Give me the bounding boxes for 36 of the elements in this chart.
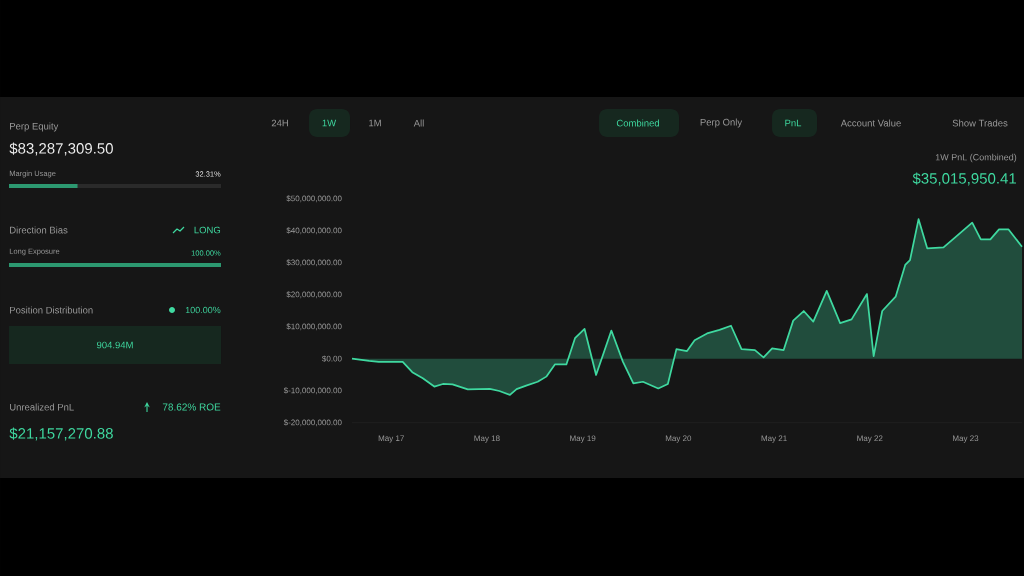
x-tick-label: May 17 [378,435,404,443]
x-tick-label: May 19 [570,435,596,443]
text: 1W [322,119,337,127]
x-tick-label: May 21 [761,435,787,443]
text: Unrealized PnL [10,403,74,411]
text: Position Distribution [10,306,93,314]
text: PnL [785,119,802,127]
y-tick-label: $-10,000,000.00 [283,387,342,395]
text: LONG [194,226,221,234]
text: 904.94M [96,341,133,349]
text: $35,015,950.41 [912,172,1016,186]
y-tick-label: $40,000,000.00 [286,227,342,235]
x-tick-label: May 18 [474,435,500,443]
text: Direction Bias [10,226,68,234]
text: All [413,119,424,127]
y-tick-label: $20,000,000.00 [286,291,342,299]
text: 1M [369,119,381,127]
text: 24H [271,119,288,127]
text: $21,157,270.88 [9,427,113,441]
text: Perp Only [700,118,743,128]
y-tick-label: $-20,000,000.00 [283,419,342,427]
y-tick-label: $30,000,000.00 [286,259,342,267]
text: Perp Equity [10,122,59,132]
text: Account Value [840,119,901,127]
y-tick-label: $10,000,000.00 [286,323,342,331]
y-tick-label: $50,000,000.00 [286,195,342,203]
text: Combined [616,119,660,127]
text: 100.00% [185,306,221,314]
x-tick-label: May 22 [857,435,883,443]
x-tick-label: May 20 [665,435,692,443]
text: 78.62% ROE [162,403,221,411]
x-tick-label: May 23 [953,435,979,443]
text: 1W PnL (Combined) [935,153,1017,163]
text: Show Trades [952,119,1008,127]
y-tick-label: $0.00 [322,355,342,362]
text: $83,287,309.50 [9,142,113,156]
